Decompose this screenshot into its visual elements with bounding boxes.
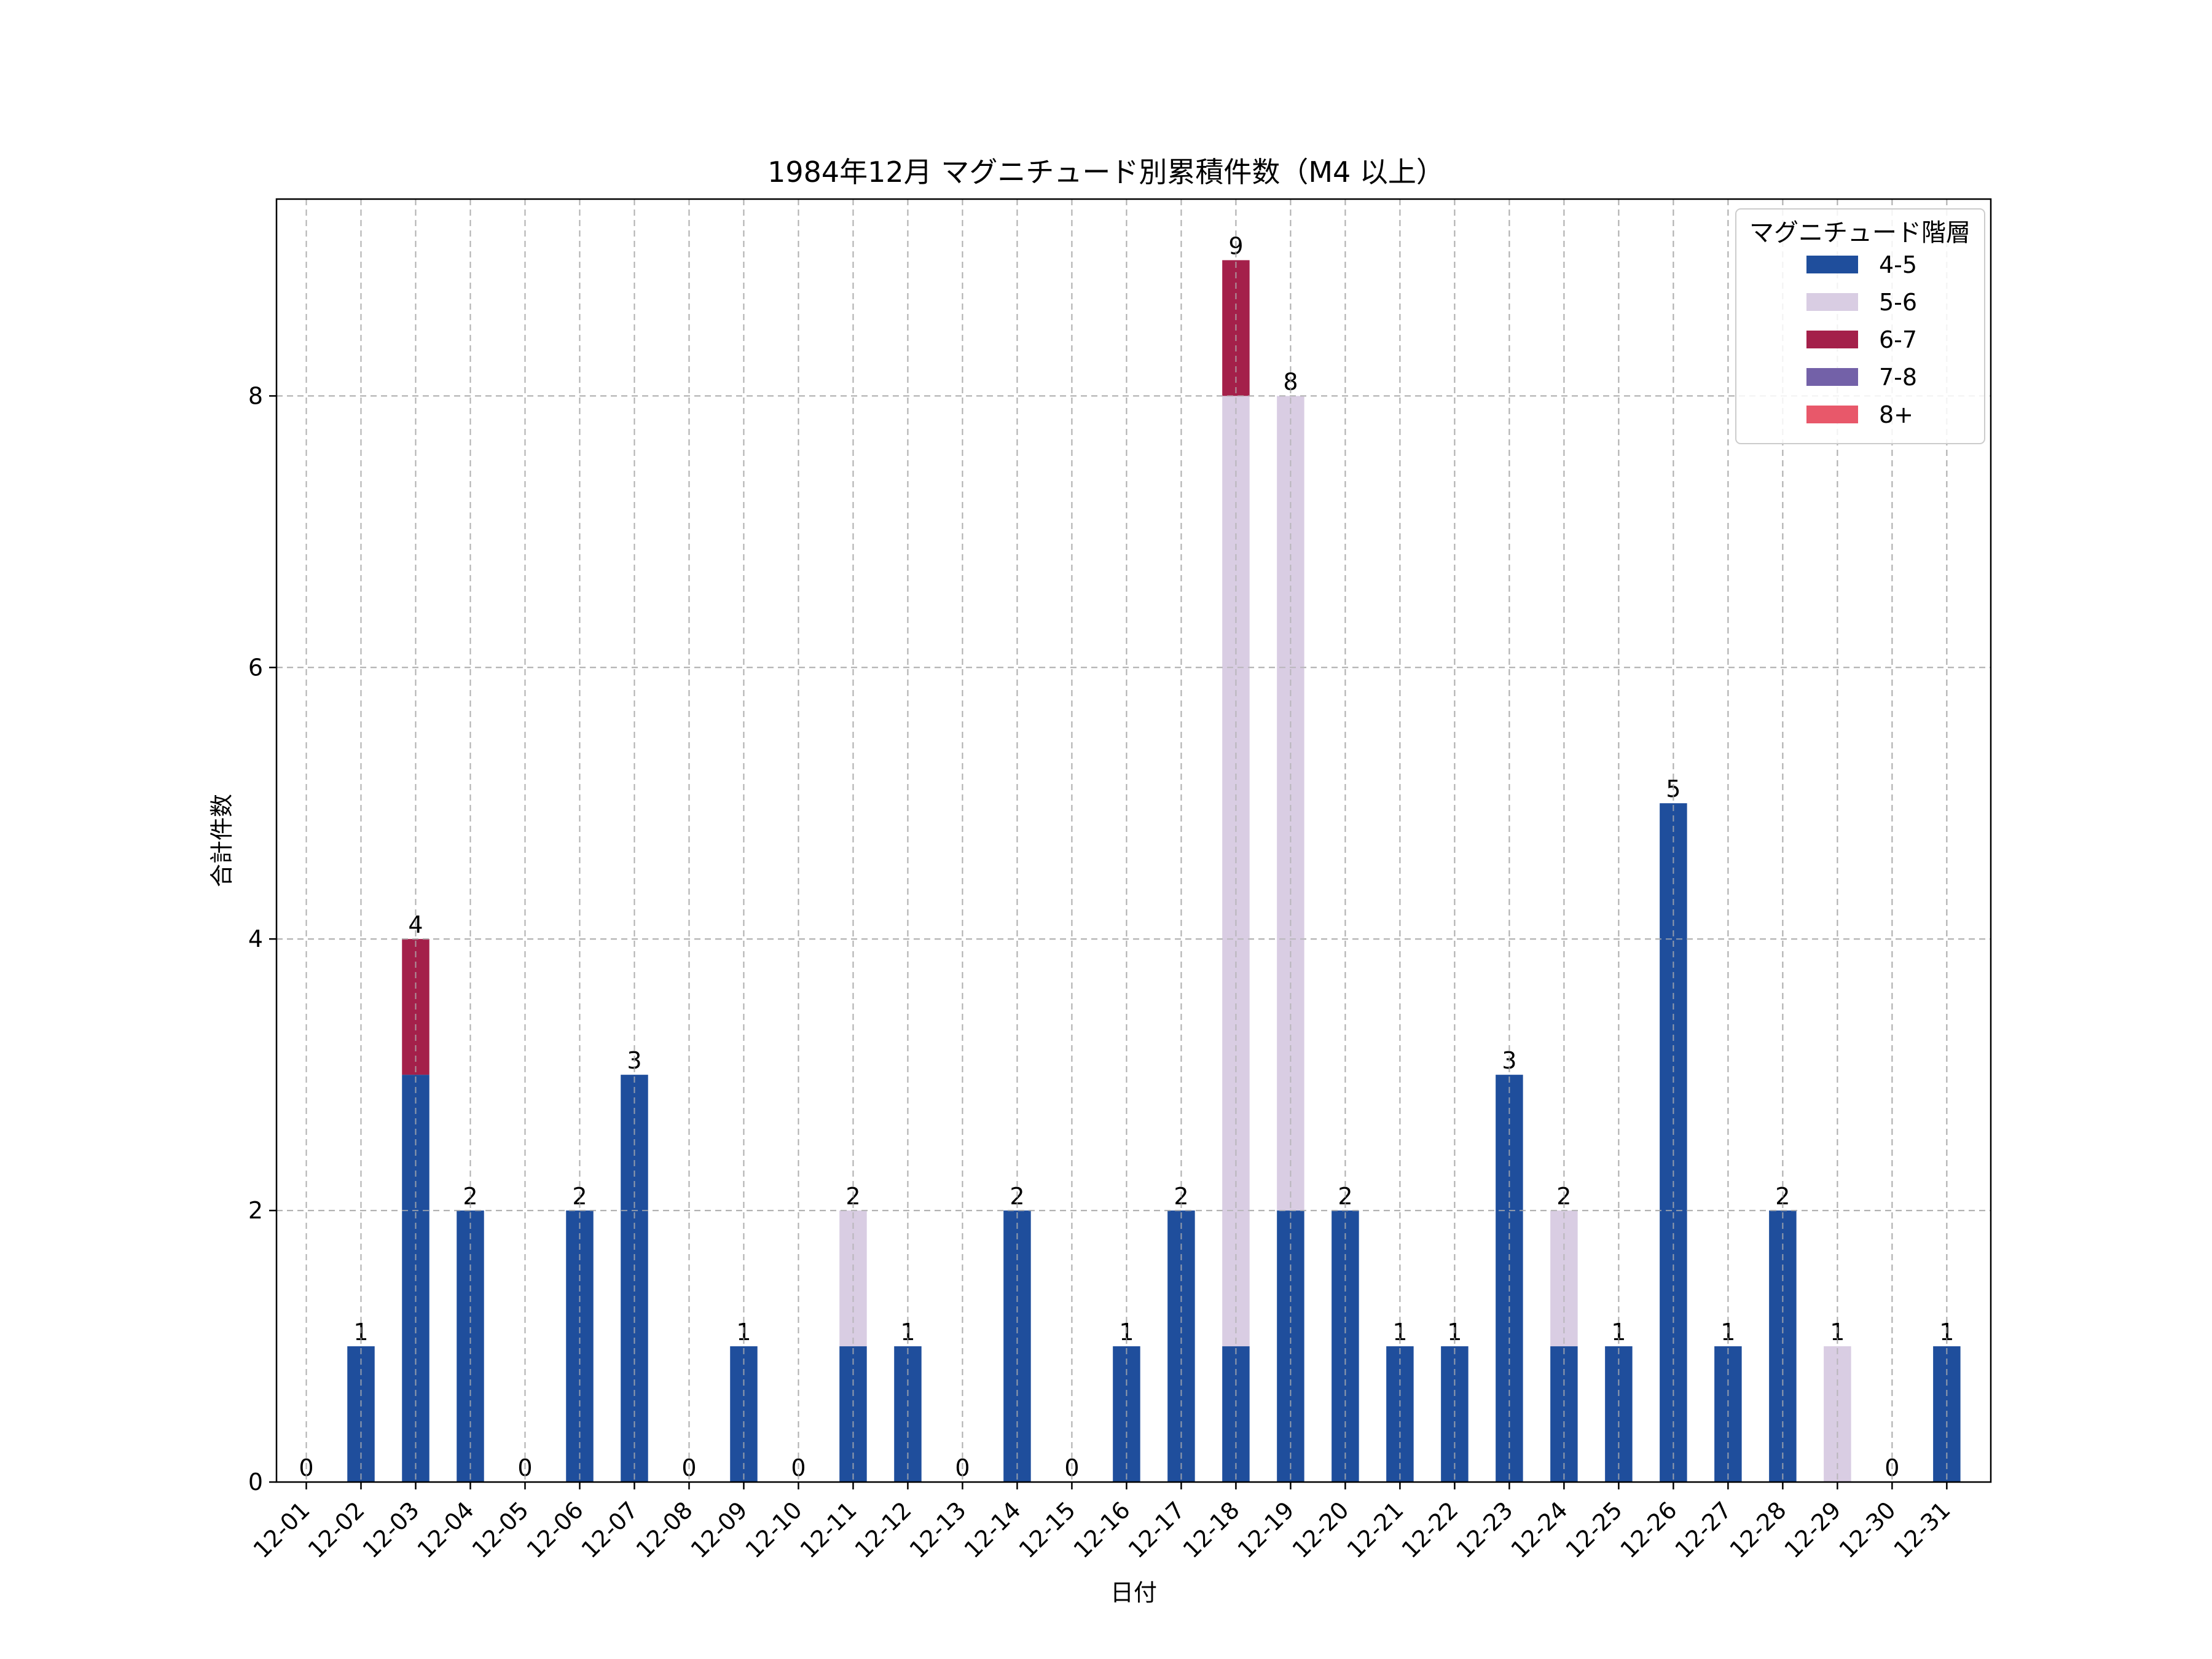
legend-label: 7-8 bbox=[1879, 364, 1917, 391]
y-tick-label: 2 bbox=[248, 1197, 263, 1224]
legend-label: 4-5 bbox=[1879, 251, 1917, 278]
y-tick-label: 4 bbox=[248, 925, 263, 952]
legend-swatch bbox=[1806, 256, 1858, 273]
y-axis-label: 合計件数 bbox=[208, 794, 235, 887]
legend-swatch bbox=[1806, 406, 1858, 423]
y-tick-label: 0 bbox=[248, 1469, 263, 1496]
legend-swatch bbox=[1806, 368, 1858, 386]
y-tick-label: 8 bbox=[248, 382, 263, 409]
legend-label: 8+ bbox=[1879, 401, 1913, 428]
legend-title: マグニチュード階層 bbox=[1749, 219, 1971, 247]
bar-segment bbox=[566, 1210, 594, 1482]
bar-segment bbox=[1167, 1210, 1195, 1482]
legend-label: 6-7 bbox=[1879, 326, 1917, 353]
y-tick-label: 6 bbox=[248, 654, 263, 681]
plot-frame bbox=[275, 198, 1992, 1483]
bar-segment bbox=[1003, 1210, 1031, 1482]
bar-segment bbox=[1769, 1210, 1797, 1482]
legend: マグニチュード階層 4-5 5-6 6-7 7-8 8+ bbox=[1735, 208, 1985, 444]
bar-segment bbox=[1332, 1210, 1359, 1482]
bar-segment bbox=[457, 1210, 484, 1482]
chart-title: 1984年12月 マグニチュード別累積件数（M4 以上） bbox=[767, 155, 1445, 189]
legend-items: 4-5 5-6 6-7 7-8 8+ bbox=[1806, 251, 1917, 428]
legend-swatch bbox=[1806, 293, 1858, 311]
x-axis-label: 日付 bbox=[1110, 1579, 1157, 1606]
bar-segment bbox=[1277, 1210, 1304, 1482]
legend-label: 5-6 bbox=[1879, 289, 1917, 316]
legend-swatch bbox=[1806, 331, 1858, 348]
bar-segment bbox=[1277, 396, 1304, 1211]
legend-frame bbox=[1735, 208, 1985, 444]
y-axis-ticks: 0 2 4 6 8 bbox=[248, 382, 276, 1496]
